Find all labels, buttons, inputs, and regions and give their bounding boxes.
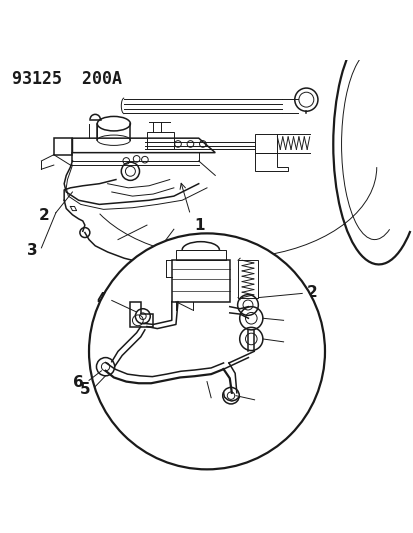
Text: 4: 4 [285, 313, 296, 328]
Text: 2: 2 [306, 285, 316, 300]
Text: 3: 3 [26, 243, 37, 259]
Text: 4: 4 [96, 292, 107, 306]
Bar [237, 260, 257, 297]
Text: 6: 6 [256, 393, 267, 409]
Text: 5: 5 [285, 335, 296, 350]
Text: 1: 1 [194, 217, 204, 232]
Text: 93125  200A: 93125 200A [12, 70, 122, 88]
Bar [147, 132, 173, 149]
Text: 6: 6 [73, 375, 84, 390]
Circle shape [89, 233, 324, 470]
Text: 5: 5 [79, 382, 90, 397]
Text: 2: 2 [39, 208, 50, 223]
Bar [254, 134, 277, 152]
Text: 7: 7 [213, 392, 223, 407]
Bar [171, 260, 229, 302]
Bar [176, 250, 225, 260]
